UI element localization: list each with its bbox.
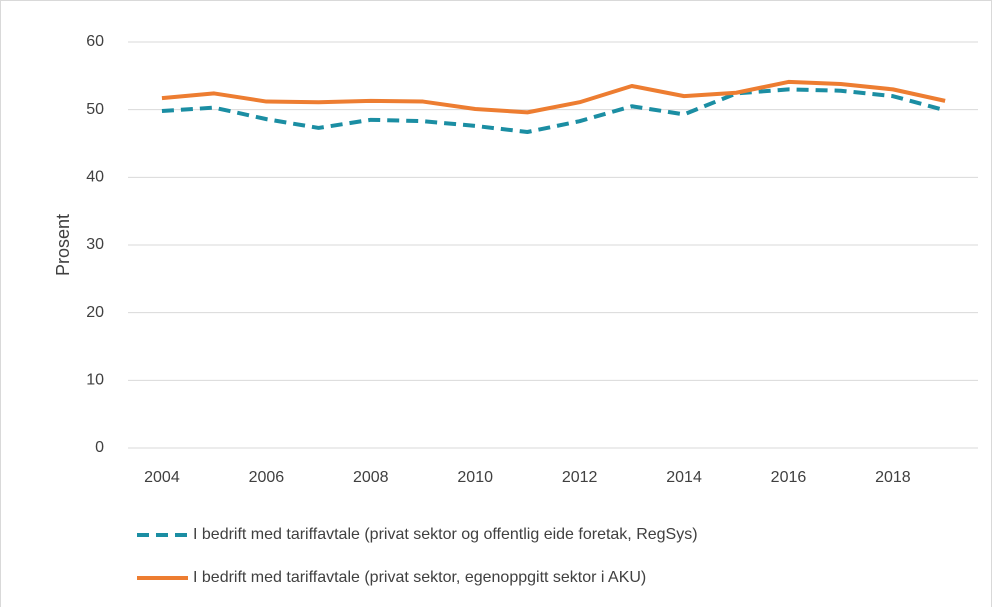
y-tick-label: 20 xyxy=(86,304,104,321)
y-tick-label: 40 xyxy=(86,169,104,186)
series-line xyxy=(161,79,946,115)
x-tick-label: 2014 xyxy=(666,469,702,486)
y-tick-label: 30 xyxy=(86,236,104,253)
x-tick-label: 2012 xyxy=(562,469,598,486)
y-tick-label: 50 xyxy=(86,101,104,118)
y-tick-label: 10 xyxy=(86,372,104,389)
x-tick-label: 2004 xyxy=(144,469,180,486)
legend-label: I bedrift med tariffavtale (privat sekto… xyxy=(193,526,698,543)
legend-label: I bedrift med tariffavtale (privat sekto… xyxy=(193,569,646,586)
x-tick-label: 2016 xyxy=(771,469,807,486)
y-axis-label: Prosent xyxy=(53,214,73,276)
x-tick-label: 2008 xyxy=(353,469,389,486)
x-tick-label: 2018 xyxy=(875,469,911,486)
y-tick-label: 60 xyxy=(86,33,104,50)
x-tick-label: 2006 xyxy=(249,469,285,486)
x-tick-label: 2010 xyxy=(457,469,493,486)
y-tick-label: 0 xyxy=(95,439,104,456)
